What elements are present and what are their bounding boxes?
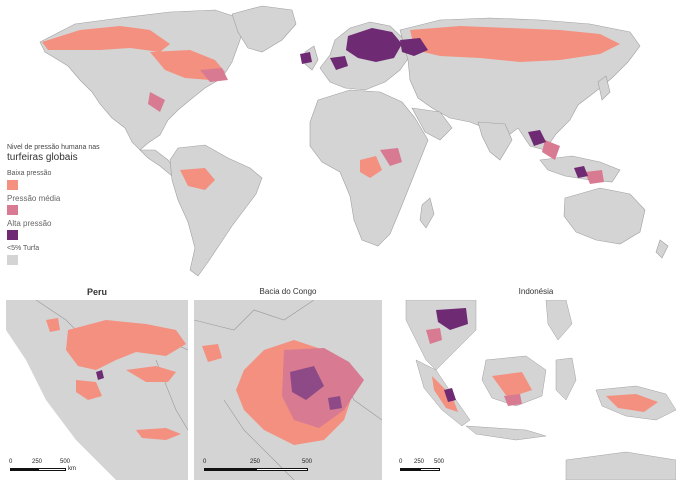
scale-tick-250: 250 [32,459,43,465]
scale-seg-2 [38,468,66,471]
legend-item-high: Alta pressão [7,219,177,240]
java [465,425,547,441]
australia [563,187,646,245]
inset-title-congo: Bacia do Congo [259,287,317,296]
congo-map [194,300,382,480]
world-map [39,5,669,277]
legend: Nivel de pressão humana nas turfeiras gl… [7,143,177,269]
india [477,121,513,161]
legend-label-low-peat: <5% Turfa [7,245,40,252]
legend-swatch-low [7,180,18,190]
peru-map [6,300,188,480]
scale-seg-2 [420,468,440,471]
inset-indonesia: 0 250 500 [396,300,676,480]
scale-tick-500: 500 [434,459,445,465]
scale-seg-1 [204,468,256,471]
scale-seg-2 [256,468,308,471]
scalebar-congo: 0 250 500 [203,459,316,472]
scale-tick-0: 0 [9,459,13,465]
legend-label-medium: Pressão média [7,194,61,203]
scalebar-indonesia: 0 250 500 [399,459,444,472]
greenland [231,5,297,53]
legend-label-low: Baixa pressão [7,170,52,177]
legend-swatch-high [7,230,18,240]
indonesia-map [405,300,676,480]
inset-title-indonesia: Indonésia [518,287,554,296]
legend-title-line1: Nivel de pressão humana nas [7,144,100,151]
scale-tick-250: 250 [414,459,425,465]
legend-swatch-medium [7,205,18,215]
australia-north [565,451,676,480]
peru-ocean [6,330,116,480]
legend-item-medium: Pressão média [7,194,177,215]
philippines [545,300,573,341]
legend-label-high: Alta pressão [7,219,52,228]
inset-title-peru: Peru [86,287,107,297]
scale-seg-1 [400,468,420,471]
arabia [411,107,453,141]
scalebar-peru: 0 250 500 km [9,459,76,472]
sulawesi [555,357,577,401]
inset-congo: 0 250 500 [194,300,382,480]
scale-seg-1 [10,468,38,471]
scale-tick-250: 250 [250,459,261,465]
scale-unit: km [68,466,76,472]
new-zealand [655,239,669,259]
peat-medium-pressure [148,68,604,184]
madagascar [419,197,435,229]
scale-tick-500: 500 [60,459,71,465]
japan [597,75,611,101]
scale-tick-0: 0 [399,459,403,465]
inset-peru: 0 250 500 km [6,300,188,480]
scale-tick-500: 500 [302,459,313,465]
legend-item-low-peat: <5% Turfa [7,244,177,265]
peat-high-pressure [300,28,588,178]
south-america [169,144,263,277]
legend-title-line2: turfeiras globais [7,152,78,163]
scale-tick-0: 0 [203,459,207,465]
legend-swatch-low-peat [7,255,18,265]
legend-item-low: Baixa pressão [7,169,177,190]
